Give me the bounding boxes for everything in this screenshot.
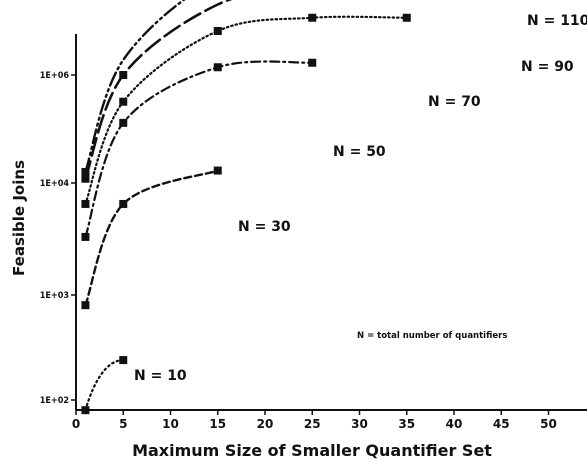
x-tick-label: 15 — [209, 417, 226, 431]
plot-area: 0 5 10 15 20 25 30 35 40 45 50 1E+02 1E+06 1E+04 1E+03… — [40, 0, 587, 431]
data-marker — [308, 58, 317, 67]
data-marker — [81, 232, 90, 241]
y-tick-label: 1E+06 — [40, 71, 70, 81]
data-marker — [213, 166, 222, 175]
y-tick-label: 1E+02 — [40, 396, 69, 406]
x-tick-label: 30 — [351, 417, 368, 431]
data-marker — [308, 13, 317, 22]
x-tick-label: 25 — [304, 417, 321, 431]
series-label: N = 30 — [238, 219, 291, 235]
x-tick-label: 35 — [398, 417, 415, 431]
series-line — [84, 60, 314, 239]
x-tick-label: 20 — [257, 417, 274, 431]
y-tick-label: 1E+03 — [40, 291, 69, 301]
series-label: N = 90 — [521, 59, 574, 75]
x-tick-label: 40 — [446, 417, 463, 431]
y-axis-label: Feasible Joins — [10, 160, 28, 276]
series-label: N = 70 — [428, 94, 481, 110]
data-marker — [81, 167, 90, 176]
data-marker — [402, 13, 411, 22]
data-marker — [81, 406, 90, 415]
data-marker — [81, 199, 90, 208]
data-marker — [213, 27, 222, 35]
data-marker — [119, 97, 128, 106]
data-marker — [81, 174, 90, 183]
series-label: N = 110 — [527, 13, 587, 29]
series-line — [84, 169, 219, 307]
series-label: N = 10 — [134, 368, 187, 384]
x-tick-label: 45 — [493, 417, 510, 431]
x-tick-label: 50 — [540, 417, 557, 431]
x-tick-label: 5 — [119, 417, 127, 431]
data-marker — [81, 301, 90, 310]
y-tick-label: 1E+04 — [40, 179, 70, 189]
data-marker — [119, 118, 128, 127]
data-marker — [119, 71, 128, 79]
data-marker — [119, 199, 128, 208]
legend-note: N = total number of quantifiers — [357, 331, 507, 341]
x-axis-label: Maximum Size of Smaller Quantifier Set — [132, 441, 492, 460]
data-marker — [213, 63, 222, 72]
series-line — [84, 358, 125, 412]
series-label: N = 50 — [333, 144, 386, 160]
x-tick-label: 10 — [162, 417, 179, 431]
x-tick-label: 0 — [72, 417, 80, 431]
data-marker — [119, 356, 128, 365]
